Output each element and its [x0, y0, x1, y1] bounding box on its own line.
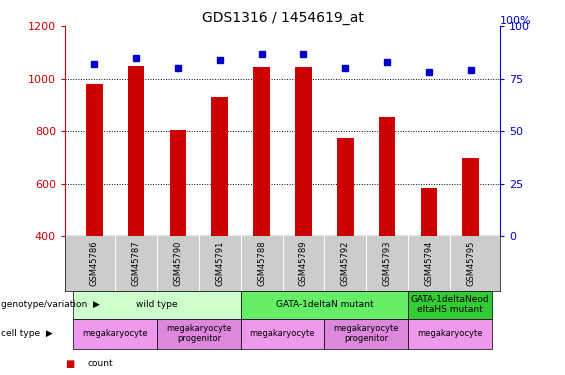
Text: cell type  ▶: cell type ▶ — [1, 329, 53, 338]
Text: GSM45793: GSM45793 — [383, 241, 392, 286]
Bar — [128, 66, 145, 236]
Text: megakaryocyte
progenitor: megakaryocyte progenitor — [166, 324, 232, 344]
Bar — [337, 138, 354, 236]
Text: megakaryocyte: megakaryocyte — [82, 329, 148, 338]
Text: GSM45791: GSM45791 — [215, 241, 224, 286]
Bar — [253, 67, 270, 236]
Text: megakaryocyte: megakaryocyte — [417, 329, 483, 338]
Bar — [86, 84, 103, 236]
Text: GATA-1deltaN mutant: GATA-1deltaN mutant — [276, 300, 373, 309]
Bar — [324, 319, 408, 349]
Text: megakaryocyte
progenitor: megakaryocyte progenitor — [333, 324, 399, 344]
Text: GSM45790: GSM45790 — [173, 241, 182, 286]
Text: GSM45794: GSM45794 — [424, 241, 433, 286]
Bar — [157, 319, 241, 349]
Text: GSM45795: GSM45795 — [466, 241, 475, 286]
Text: GSM45792: GSM45792 — [341, 241, 350, 286]
Bar — [73, 291, 241, 319]
Text: GSM45786: GSM45786 — [90, 241, 99, 286]
Bar — [211, 97, 228, 236]
Bar — [241, 291, 408, 319]
Text: 100%: 100% — [500, 16, 532, 26]
Text: GSM45788: GSM45788 — [257, 241, 266, 286]
Bar — [408, 291, 492, 319]
Text: genotype/variation  ▶: genotype/variation ▶ — [1, 300, 100, 309]
Bar — [295, 67, 312, 236]
Bar — [170, 130, 186, 236]
Text: GATA-1deltaNeod
eltaHS mutant: GATA-1deltaNeod eltaHS mutant — [411, 295, 489, 314]
Bar — [462, 158, 479, 236]
Text: ■: ■ — [65, 359, 74, 369]
Text: GSM45787: GSM45787 — [132, 241, 141, 286]
Text: megakaryocyte: megakaryocyte — [250, 329, 315, 338]
Text: count: count — [88, 359, 113, 368]
Bar — [73, 319, 157, 349]
Bar — [408, 319, 492, 349]
Text: GDS1316 / 1454619_at: GDS1316 / 1454619_at — [202, 11, 363, 25]
Bar — [241, 319, 324, 349]
Text: GSM45789: GSM45789 — [299, 241, 308, 286]
Bar — [420, 188, 437, 236]
Text: wild type: wild type — [136, 300, 178, 309]
Bar — [379, 117, 395, 236]
